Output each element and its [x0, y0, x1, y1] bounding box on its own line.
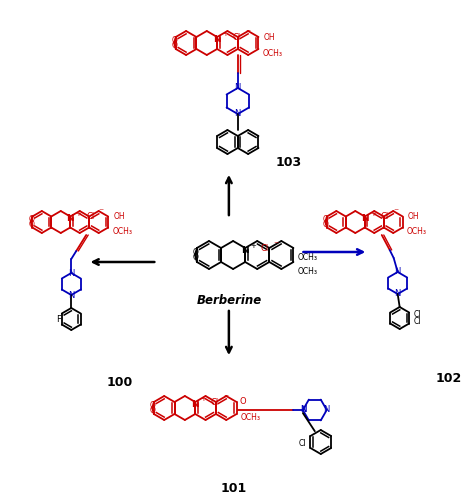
Text: N: N [361, 214, 369, 223]
Text: O: O [323, 220, 329, 228]
Text: N: N [235, 110, 241, 118]
Text: OCH₃: OCH₃ [240, 414, 260, 422]
Text: N: N [192, 400, 199, 409]
Text: O: O [28, 216, 34, 224]
Text: 103: 103 [276, 156, 302, 170]
Text: Cl: Cl [233, 33, 241, 42]
Text: O: O [193, 248, 199, 256]
Text: 100: 100 [106, 376, 133, 388]
Text: N: N [241, 246, 249, 256]
Text: Cl: Cl [413, 310, 421, 319]
Text: O: O [28, 220, 34, 228]
Text: +: + [370, 210, 376, 216]
Text: N: N [324, 406, 330, 414]
Text: N: N [68, 290, 74, 300]
Text: OCH₃: OCH₃ [407, 227, 427, 236]
Text: OCH₃: OCH₃ [298, 252, 318, 262]
Text: ⁻: ⁻ [99, 208, 104, 218]
Text: Cl: Cl [413, 317, 421, 326]
Text: ⁻: ⁻ [273, 240, 279, 250]
Text: ⁻: ⁻ [224, 394, 229, 404]
Text: OH: OH [113, 212, 125, 221]
Text: OCH₃: OCH₃ [298, 266, 318, 276]
Text: Cl: Cl [86, 212, 94, 221]
Text: OH: OH [408, 212, 419, 221]
Text: F: F [56, 315, 61, 324]
Text: 101: 101 [221, 482, 247, 494]
Text: O: O [150, 406, 156, 415]
Text: N: N [299, 406, 306, 414]
Text: ⁻: ⁻ [393, 208, 398, 218]
Text: O: O [172, 41, 178, 50]
Text: OCH₃: OCH₃ [112, 227, 132, 236]
Text: O: O [150, 401, 156, 410]
Text: O: O [323, 216, 329, 224]
Text: N: N [68, 268, 74, 278]
Text: Cl: Cl [261, 244, 269, 254]
Text: N: N [235, 84, 241, 92]
Text: N: N [394, 268, 401, 276]
Text: O: O [240, 398, 246, 406]
Text: N: N [299, 406, 306, 414]
Text: Cl: Cl [380, 212, 389, 221]
Text: OH: OH [264, 32, 275, 42]
Text: N: N [66, 214, 74, 223]
Text: +: + [75, 210, 81, 216]
Text: Cl: Cl [299, 438, 306, 448]
Text: Cl: Cl [211, 398, 219, 407]
Text: +: + [200, 396, 206, 402]
Text: ⁻: ⁻ [246, 28, 251, 38]
Text: +: + [250, 243, 256, 249]
Text: 102: 102 [436, 372, 462, 384]
Text: N: N [213, 35, 221, 44]
Text: O: O [193, 254, 199, 262]
Text: Berberine: Berberine [197, 294, 263, 306]
Text: OCH₃: OCH₃ [262, 48, 282, 58]
Text: +: + [222, 32, 228, 38]
Text: O: O [172, 36, 178, 45]
Text: N: N [394, 290, 401, 298]
